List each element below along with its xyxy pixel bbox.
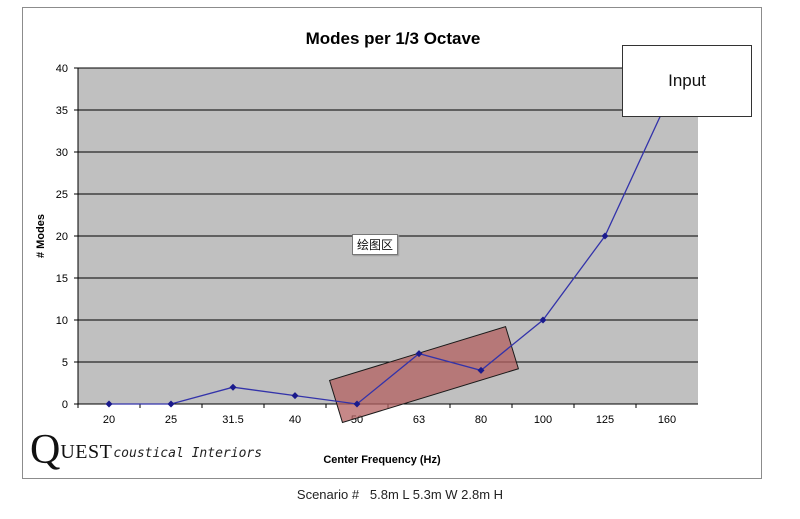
data-point-20 bbox=[105, 400, 113, 408]
data-point-50 bbox=[353, 400, 361, 408]
y-tick-label: 35 bbox=[56, 105, 68, 117]
y-axis-label: # Modes bbox=[35, 214, 47, 258]
y-tick-labels: 0 5 10 15 20 25 30 35 40 bbox=[56, 63, 68, 411]
data-point-63 bbox=[415, 350, 423, 358]
x-axis-label: Center Frequency (Hz) bbox=[323, 454, 441, 466]
x-tick-label: 160 bbox=[658, 414, 676, 426]
input-annotation-box: Input bbox=[622, 45, 752, 117]
chart-title: Modes per 1/3 Octave bbox=[306, 29, 481, 48]
quest-logo: Q UEST coustical Interiors bbox=[30, 427, 263, 473]
y-tick-label: 20 bbox=[56, 231, 68, 243]
logo-tail: coustical Interiors bbox=[113, 446, 263, 461]
data-point-25 bbox=[167, 400, 175, 408]
logo-small-caps: UEST bbox=[60, 441, 113, 463]
y-tick-label: 15 bbox=[56, 273, 68, 285]
x-tick-label: 125 bbox=[596, 414, 614, 426]
plot-area-tag: 绘图区 bbox=[352, 234, 399, 255]
x-tick-label: 20 bbox=[103, 414, 115, 426]
x-tick-labels: 20 25 31.5 40 50 63 80 100 125 160 bbox=[77, 404, 676, 426]
series-line bbox=[109, 101, 668, 405]
y-tick-label: 0 bbox=[62, 399, 68, 411]
y-tick-label: 30 bbox=[56, 147, 68, 159]
x-tick-label: 25 bbox=[165, 414, 177, 426]
logo-big-letter: Q bbox=[30, 427, 61, 473]
data-point-100 bbox=[539, 316, 547, 324]
y-tick-label: 25 bbox=[56, 189, 68, 201]
data-point-125 bbox=[601, 232, 609, 240]
data-point-40 bbox=[291, 392, 299, 400]
x-tick-label: 31.5 bbox=[222, 414, 243, 426]
x-tick-label: 63 bbox=[413, 414, 425, 426]
scenario-label: Scenario # bbox=[296, 487, 360, 502]
data-point-80 bbox=[477, 366, 485, 374]
y-tick-label: 10 bbox=[56, 315, 68, 327]
scenario-caption: Scenario # 5.8m L 5.3m W 2.8m H bbox=[0, 487, 800, 502]
y-tick-label: 5 bbox=[62, 357, 68, 369]
x-tick-label: 80 bbox=[475, 414, 487, 426]
x-tick-label: 40 bbox=[289, 414, 301, 426]
scenario-value: 5.8m L 5.3m W 2.8m H bbox=[369, 487, 504, 502]
y-tick-label: 40 bbox=[56, 63, 68, 75]
data-point-31.5 bbox=[229, 383, 237, 391]
x-tick-label: 100 bbox=[534, 414, 552, 426]
